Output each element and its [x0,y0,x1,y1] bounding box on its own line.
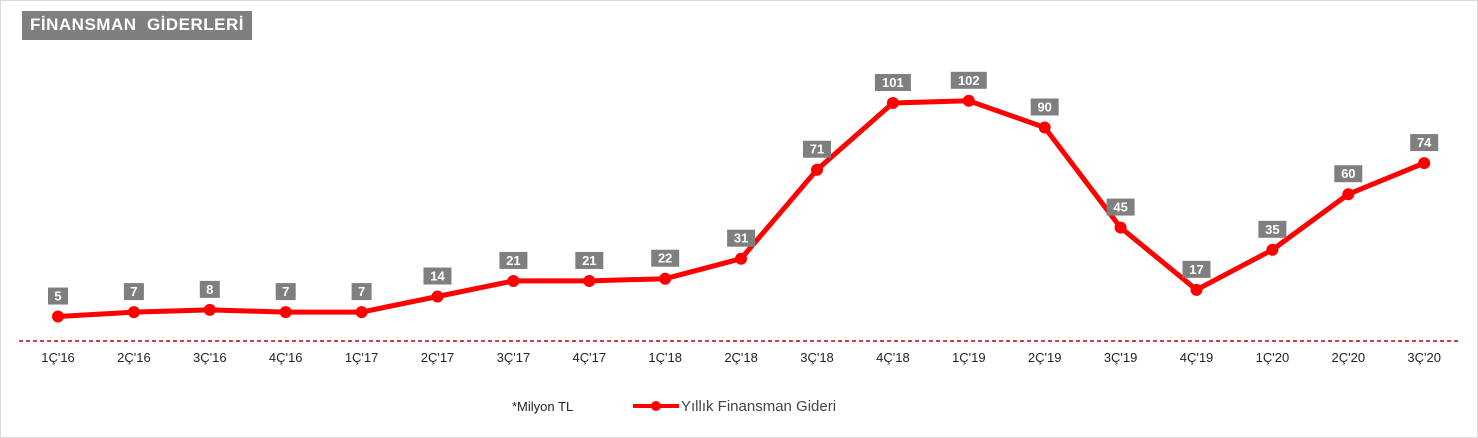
data-point [659,272,672,285]
data-point [886,97,899,110]
x-tick-label: 2Ç'17 [421,350,455,365]
svg-text:71: 71 [810,142,824,157]
data-label: 17 [1182,260,1211,278]
data-label: 21 [575,251,604,269]
legend: Yıllık Finansman Gideri [633,397,836,415]
svg-text:14: 14 [430,269,445,284]
data-label: 22 [651,249,680,267]
legend-swatch [633,397,679,415]
data-point [431,290,444,303]
data-label: 60 [1334,165,1363,183]
data-point [127,306,140,319]
data-label: 35 [1258,220,1287,238]
series-line [55,98,1427,319]
data-label: 8 [199,280,220,298]
data-point [811,163,823,176]
data-label: 45 [1106,198,1135,216]
data-label: 21 [499,251,528,269]
x-tick-label: 4Ç'19 [1180,350,1214,365]
unit-note: *Milyon TL [512,399,574,414]
data-label: 71 [803,140,831,158]
x-tick-label: 4Ç'16 [269,350,303,365]
legend-label: Yıllık Finansman Gideri [681,397,837,415]
svg-text:7: 7 [130,284,137,299]
data-point [52,310,64,323]
x-tick-label: 1Ç'16 [41,350,75,365]
chart-title: FİNANSMAN GİDERLERİ [22,11,252,40]
data-point [1190,283,1203,296]
data-point [583,274,596,287]
data-point [1114,221,1127,234]
x-tick-label: 4Ç'17 [573,350,607,365]
data-label: 7 [275,283,296,301]
svg-text:7: 7 [282,284,289,299]
data-point [203,303,216,316]
x-tick-label: 3Ç'17 [497,350,531,365]
svg-text:17: 17 [1189,262,1203,277]
data-point [355,306,368,319]
svg-text:8: 8 [206,282,213,297]
data-point [1038,121,1051,134]
x-tick-label: 2Ç'19 [1028,350,1062,365]
svg-text:7: 7 [358,284,365,299]
data-point [1418,157,1431,170]
x-tick-label: 4Ç'18 [876,350,910,365]
data-label: 102 [950,71,987,89]
x-tick-label: 2Ç'16 [117,350,151,365]
x-tick-label: 3Ç'20 [1407,350,1441,365]
svg-text:31: 31 [734,231,748,246]
svg-text:45: 45 [1113,200,1127,215]
data-label: 7 [351,283,372,301]
x-tick-label: 3Ç'16 [193,350,227,365]
x-tick-label: 2Ç'20 [1332,350,1366,365]
svg-text:102: 102 [958,73,980,88]
data-label: 90 [1030,98,1059,116]
x-tick-label: 3Ç'19 [1104,350,1138,365]
data-label: 31 [727,229,756,247]
data-point [735,252,748,265]
data-point [507,274,520,287]
data-label: 101 [874,74,911,92]
data-point [1342,188,1355,201]
data-label: 5 [48,287,68,305]
svg-text:60: 60 [1341,166,1355,181]
x-tick-label: 1Ç'19 [952,350,986,365]
svg-text:21: 21 [582,253,596,268]
svg-text:5: 5 [54,289,61,304]
data-label: 14 [423,267,452,285]
data-label: 74 [1410,134,1439,152]
svg-text:101: 101 [882,75,904,90]
data-point [1266,243,1279,256]
svg-text:74: 74 [1417,135,1432,150]
x-tick-label: 2Ç'18 [724,350,758,365]
data-label: 7 [123,283,144,301]
svg-text:90: 90 [1037,99,1051,114]
svg-text:35: 35 [1265,222,1279,237]
x-tick-label: 1Ç'17 [345,350,379,365]
svg-text:22: 22 [658,251,672,266]
x-tick-label: 1Ç'20 [1256,350,1290,365]
x-tick-label: 3Ç'18 [800,350,834,365]
data-point [279,306,292,319]
svg-text:21: 21 [506,253,520,268]
x-tick-label: 1Ç'18 [648,350,682,365]
data-point [962,94,975,107]
